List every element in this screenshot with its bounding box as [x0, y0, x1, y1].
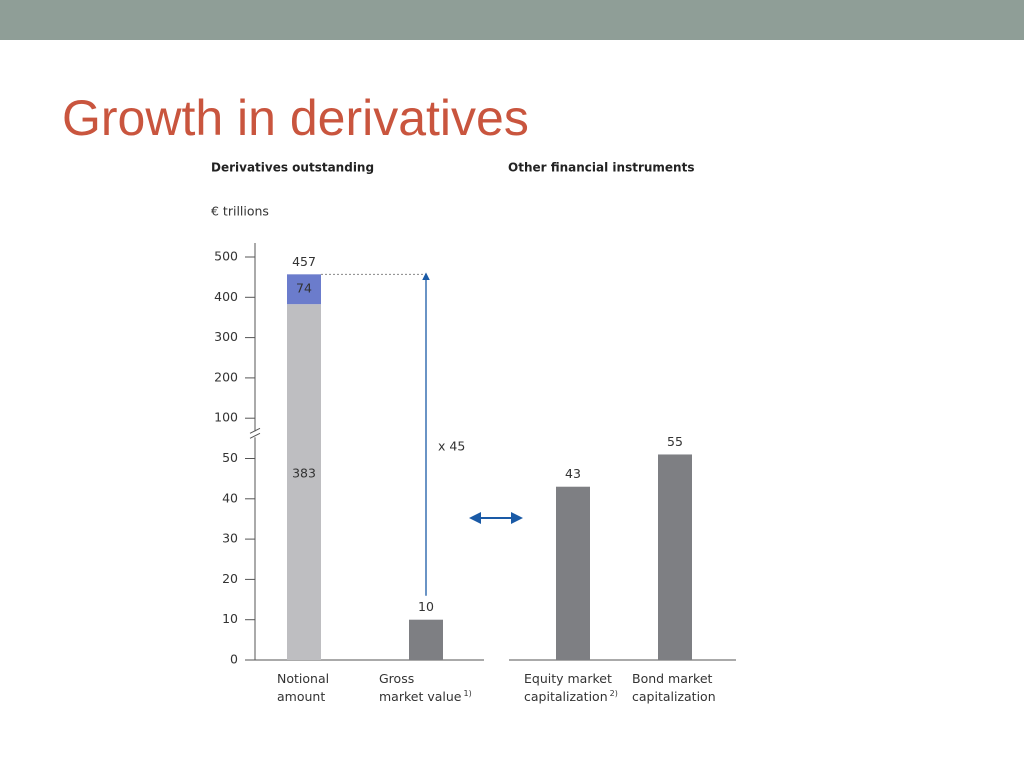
- header-band: [0, 0, 1024, 40]
- x-tick-label: Equity market capitalization 2): [524, 671, 618, 704]
- x-tick-label-line: capitalization: [524, 689, 608, 704]
- y-tick-label: 50: [222, 450, 238, 465]
- y-tick-label: 30: [222, 531, 238, 546]
- y-tick-label: 100: [214, 410, 238, 425]
- data-label: 43: [565, 466, 581, 481]
- y-tick-label: 10: [222, 611, 238, 626]
- y-axis-unit: € trillions: [211, 204, 269, 219]
- y-tick-label: 200: [214, 369, 238, 384]
- axis-break: [249, 427, 261, 434]
- footnote-mark: 2): [610, 689, 618, 698]
- x-tick-label-line: Equity market: [524, 671, 612, 686]
- bar: [409, 619, 443, 660]
- bar: [287, 274, 321, 305]
- x-tick-label-line: Gross: [379, 671, 414, 686]
- x-tick-label-line: Bond market: [632, 671, 713, 686]
- y-tick-label: 0: [230, 652, 238, 667]
- x-tick-label-line: capitalization: [632, 689, 716, 704]
- y-tick-label: 20: [222, 571, 238, 586]
- x-tick-label-line: market value: [379, 689, 462, 704]
- data-label: 74: [296, 281, 312, 296]
- bar: [287, 304, 321, 660]
- y-tick-label: 500: [214, 249, 238, 264]
- x-tick-label-line: Notional: [277, 671, 329, 686]
- data-label: 383: [292, 466, 316, 481]
- y-tick-label: 40: [222, 490, 238, 505]
- panel-title: Derivatives outstanding: [211, 161, 374, 175]
- bar: [556, 486, 590, 660]
- data-label: 10: [418, 599, 434, 614]
- x-tick-label-line: amount: [277, 689, 325, 704]
- panel-title: Other financial instruments: [508, 161, 694, 175]
- footnote-mark: 1): [463, 689, 471, 698]
- x-tick-label: Bond market capitalization: [632, 671, 716, 704]
- x-tick-label: Gross market value 1): [379, 671, 472, 704]
- bar: [658, 454, 692, 660]
- x-tick-label: Notional amount: [277, 671, 329, 704]
- slide-title: Growth in derivatives: [62, 90, 529, 146]
- growth-annotation: x 45: [438, 439, 465, 454]
- total-label: 457: [292, 254, 316, 269]
- axis-break: [249, 432, 261, 439]
- y-tick-label: 400: [214, 289, 238, 304]
- data-label: 55: [667, 434, 683, 449]
- y-tick-label: 300: [214, 329, 238, 344]
- axis-break-gap: [250, 431, 260, 438]
